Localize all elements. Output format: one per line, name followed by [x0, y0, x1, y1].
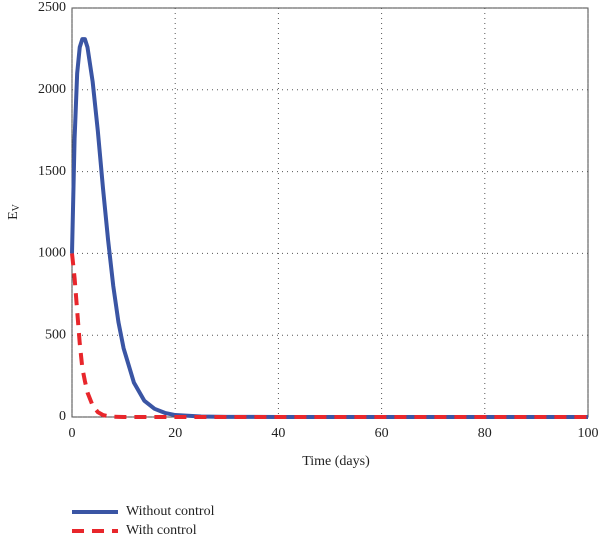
- y-tick-label: 1000: [38, 246, 66, 261]
- y-tick-label: 1500: [38, 164, 66, 179]
- x-tick-label: 0: [69, 426, 76, 441]
- y-axis-label-sub: V: [11, 203, 22, 211]
- y-tick-label: 0: [59, 409, 66, 424]
- x-tick-label: 100: [578, 426, 599, 441]
- x-tick-label: 80: [478, 426, 492, 441]
- data-line: [70, 37, 588, 419]
- legend-label: Without control: [126, 504, 215, 519]
- y-tick-label: 500: [45, 327, 66, 342]
- x-tick-label: 20: [168, 426, 182, 441]
- data-line: [70, 253, 588, 419]
- y-tick-label: 2500: [38, 0, 66, 15]
- y-axis-label: EV: [6, 203, 22, 220]
- x-tick-label: 40: [271, 426, 285, 441]
- y-axis-label-main: E: [6, 211, 21, 220]
- y-tick-label: 2000: [38, 82, 66, 97]
- x-tick-label: 60: [375, 426, 389, 441]
- legend-label: With control: [126, 523, 197, 538]
- x-axis-label: Time (days): [302, 454, 370, 469]
- plot-frame: [71, 7, 589, 418]
